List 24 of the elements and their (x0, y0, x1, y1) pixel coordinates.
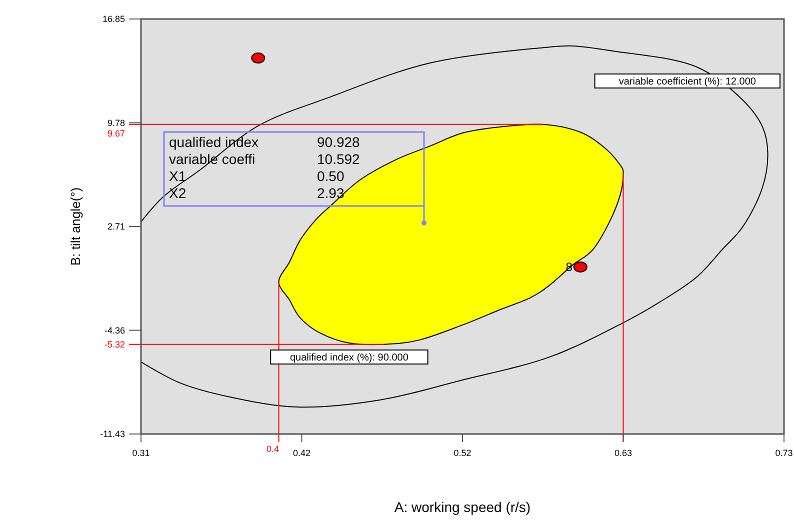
ref-line-label: 9.67 (107, 128, 125, 139)
annotation: 10.592 (317, 151, 360, 167)
y-axis-title: B: tilt angle(°) (68, 187, 83, 266)
annotation: 2.93 (317, 185, 344, 201)
y-tick-label: -4.36 (104, 325, 125, 336)
y-tick-label: 16.85 (102, 14, 125, 24)
y-tick-label: -11.43 (100, 429, 125, 440)
annotation: X1 (169, 168, 186, 184)
annotation: X2 (169, 185, 186, 201)
series-label: variable coefficient (%): 12.000 (618, 76, 756, 88)
x-axis-title: A: working speed (r/s) (394, 499, 531, 515)
x-tick-label: 0.31 (132, 448, 150, 458)
x-tick-label: 0.63 (614, 448, 632, 458)
annotation: 90.928 (317, 134, 360, 150)
ref-line-label: 0.4 (266, 444, 280, 454)
annotation: 8 (566, 260, 573, 274)
ref-line-label: -5.32 (104, 339, 125, 350)
x-tick-label: 0.42 (292, 448, 311, 458)
annotation: 0.50 (317, 168, 344, 184)
series-label: qualified index (%): 90.000 (290, 352, 409, 364)
y-tick-label: 2.71 (107, 222, 125, 232)
x-tick-label: 0.73 (775, 448, 793, 458)
x-tick-label: 0.52 (454, 448, 472, 458)
y-tick-label: 9.78 (107, 118, 125, 128)
